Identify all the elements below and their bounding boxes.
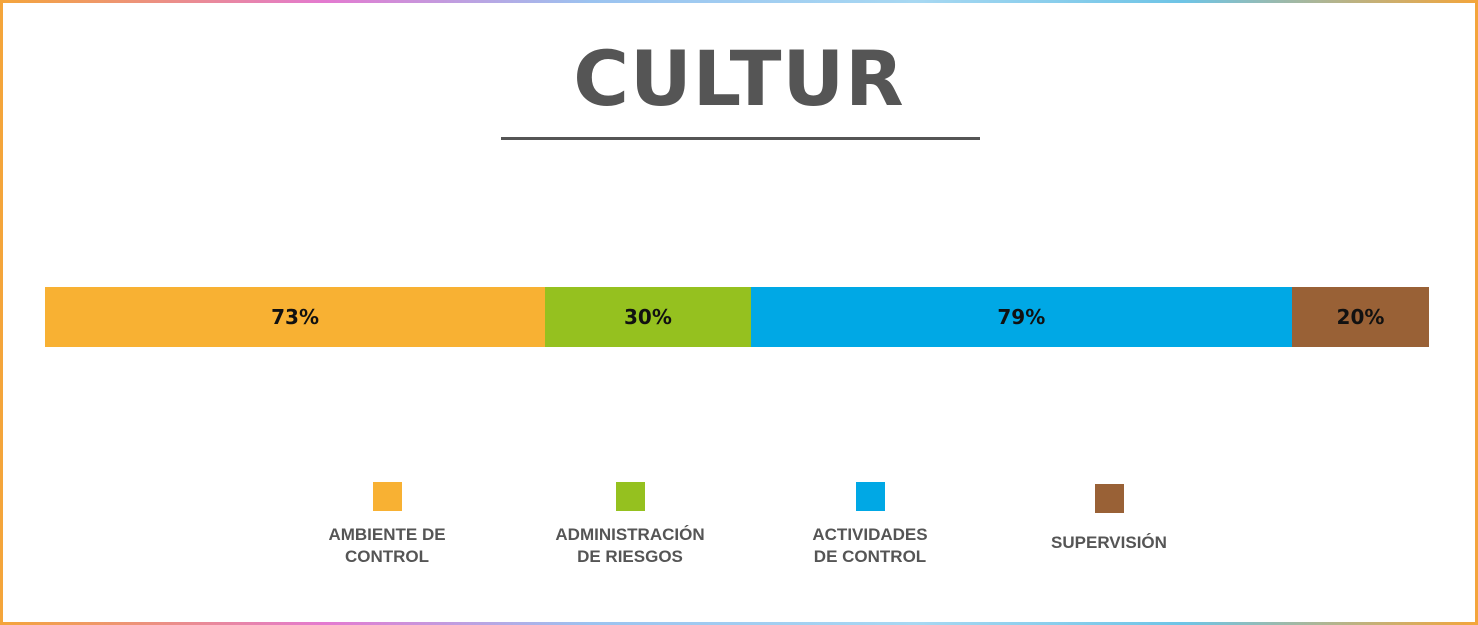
bar-segment-supervision: 20%: [1291, 287, 1429, 347]
legend-swatch-administracion-de-riesgos: [615, 482, 645, 511]
bar-segment-actividades-de-control: 79%: [750, 287, 1292, 347]
data-label-ambiente-de-control: 73%: [271, 305, 320, 329]
legend-swatch-actividades-de-control: [855, 482, 885, 511]
legend-swatch-ambiente-de-control: [372, 482, 402, 511]
legend-swatch-supervision: [1094, 484, 1124, 513]
legend-item-ambiente-de-control: AMBIENTE DE CONTROL: [267, 482, 507, 568]
bar-segment-administracion-de-riesgos: 30%: [545, 287, 751, 347]
data-label-administracion-de-riesgos: 30%: [623, 305, 672, 329]
legend-item-actividades-de-control: ACTIVIDADES DE CONTROL: [750, 482, 990, 568]
legend-label-supervision: SUPERVISIÓN: [1051, 533, 1167, 552]
legend-item-administracion-de-riesgos: ADMINISTRACIÓN DE RIESGOS: [510, 482, 750, 568]
bar-segment-ambiente-de-control: 73%: [45, 287, 546, 347]
legend-label-actividades-de-control: ACTIVIDADES DE CONTROL: [812, 525, 928, 566]
title-underline: [501, 137, 980, 140]
stacked-bar: 73% 30% 79% 20%: [45, 287, 1429, 347]
legend-item-supervision: SUPERVISIÓN: [989, 484, 1229, 554]
data-label-actividades-de-control: 79%: [997, 305, 1046, 329]
chart-title: CULTUR: [573, 34, 905, 123]
legend-label-ambiente-de-control: AMBIENTE DE CONTROL: [328, 525, 446, 566]
legend-label-administracion-de-riesgos: ADMINISTRACIÓN DE RIESGOS: [555, 525, 705, 566]
data-label-supervision: 20%: [1336, 305, 1385, 329]
